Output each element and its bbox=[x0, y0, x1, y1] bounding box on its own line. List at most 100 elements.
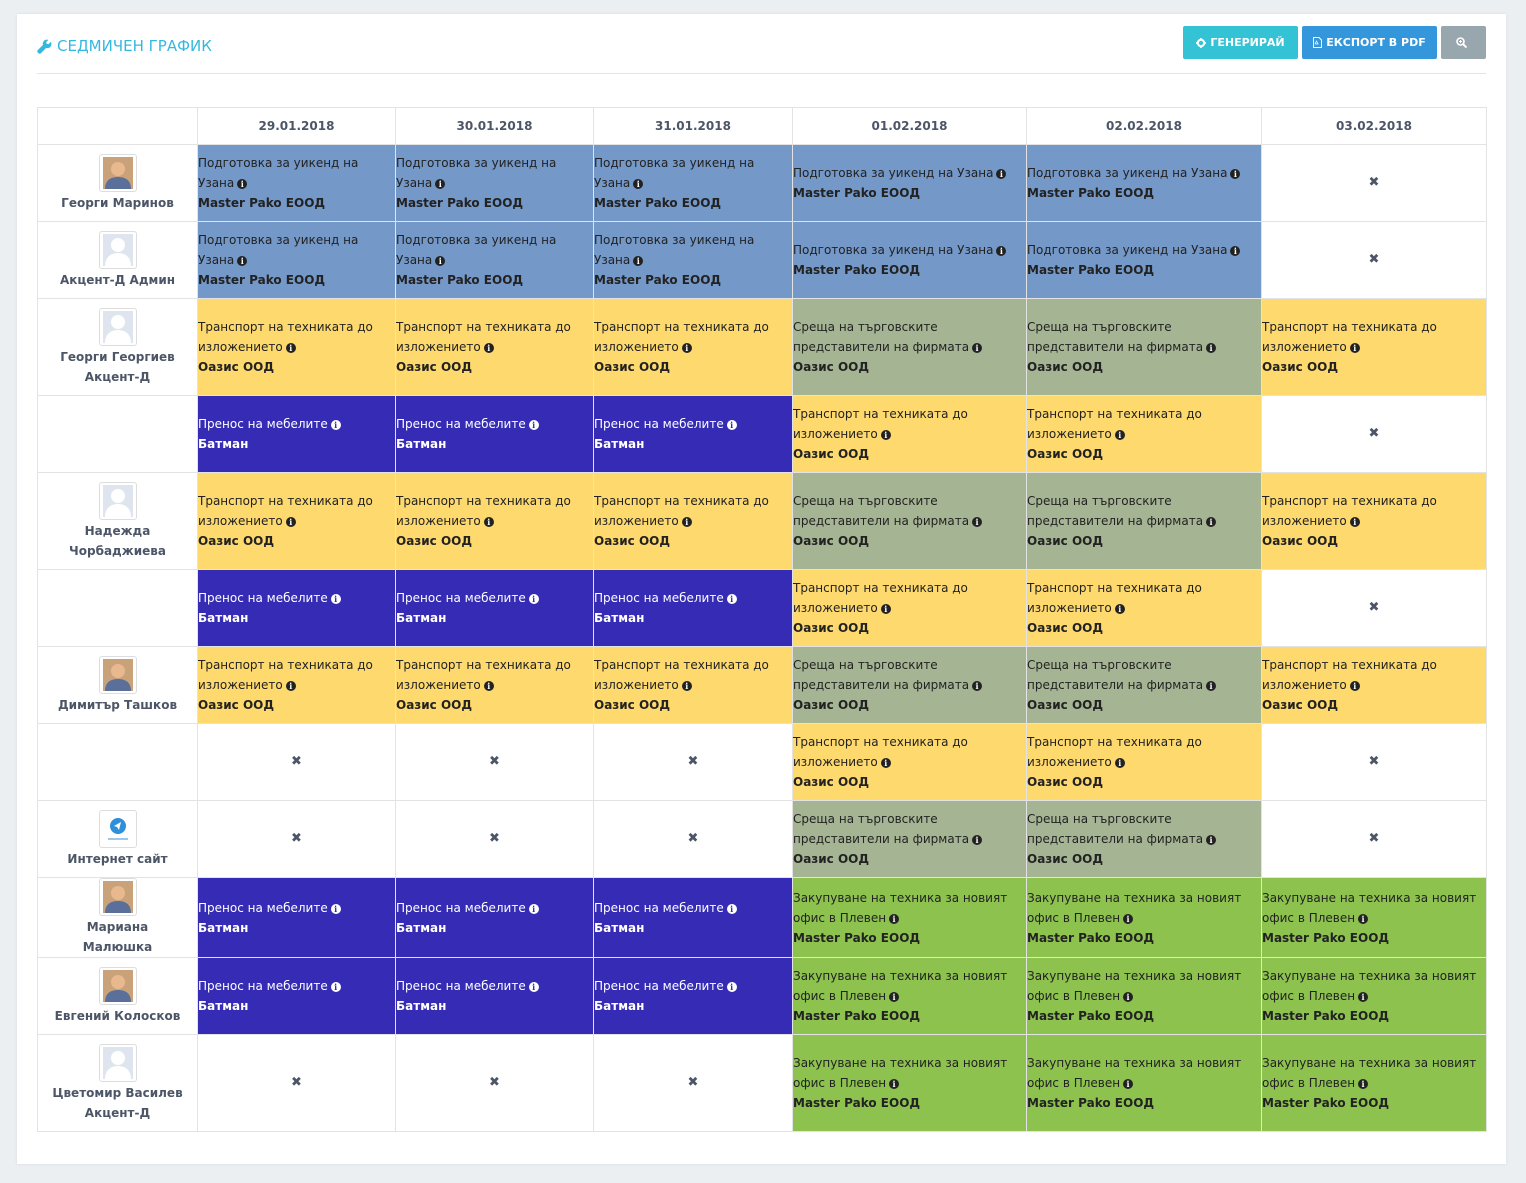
task-cell[interactable]: Пренос на мебелите i Батман bbox=[395, 957, 594, 1035]
task-cell[interactable]: Пренос на мебелите i Батман bbox=[593, 877, 793, 958]
task-cell[interactable]: Закупуване на техника за новият офис в П… bbox=[792, 877, 1027, 958]
task-cell[interactable]: Транспорт на техниката до изложението i Оа… bbox=[1261, 472, 1487, 570]
info-icon[interactable]: i bbox=[889, 992, 900, 1002]
info-icon[interactable]: i bbox=[528, 420, 539, 430]
info-icon[interactable]: i bbox=[237, 179, 248, 189]
info-icon[interactable]: i bbox=[889, 1079, 900, 1089]
task-cell[interactable]: Подготовка за уикенд на Узана i Master Pak… bbox=[593, 144, 793, 222]
info-icon[interactable]: i bbox=[285, 681, 296, 691]
info-icon[interactable]: i bbox=[681, 681, 692, 691]
info-icon[interactable]: i bbox=[880, 604, 891, 614]
task-cell[interactable]: Транспорт на техниката до изложението i Оа… bbox=[593, 646, 793, 724]
info-icon[interactable]: i bbox=[972, 681, 983, 691]
info-icon[interactable]: i bbox=[1206, 835, 1217, 845]
task-cell[interactable]: Закупуване на техника за новият офис в П… bbox=[1261, 957, 1487, 1035]
task-cell[interactable]: Пренос на мебелите i Батман bbox=[395, 877, 594, 958]
info-icon[interactable]: i bbox=[1114, 758, 1125, 768]
task-cell[interactable]: Среща на търговските представители на фи… bbox=[792, 472, 1027, 570]
info-icon[interactable]: i bbox=[681, 343, 692, 353]
info-icon[interactable]: i bbox=[1206, 517, 1217, 527]
task-cell[interactable]: Подготовка за уикенд на Узана i Master Pak… bbox=[593, 221, 793, 299]
task-cell[interactable]: Подготовка за уикенд на Узана i Master Pak… bbox=[395, 221, 594, 299]
task-cell[interactable]: Транспорт на техниката до изложението i Оа… bbox=[593, 472, 793, 570]
info-icon[interactable]: i bbox=[1114, 604, 1125, 614]
task-cell[interactable]: Закупуване на техника за новият офис в П… bbox=[1026, 877, 1262, 958]
task-cell[interactable]: Транспорт на техниката до изложението i Оа… bbox=[792, 723, 1027, 801]
task-cell[interactable]: Транспорт на техниката до изложението i Оа… bbox=[197, 472, 396, 570]
task-cell[interactable]: Закупуване на техника за новият офис в П… bbox=[1026, 1034, 1262, 1132]
task-cell[interactable]: Подготовка за уикенд на Узана i Master Pak… bbox=[197, 221, 396, 299]
task-cell[interactable]: Пренос на мебелите i Батман bbox=[197, 395, 396, 473]
task-cell[interactable]: Среща на търговските представители на фи… bbox=[792, 646, 1027, 724]
info-icon[interactable]: i bbox=[1349, 517, 1360, 527]
task-cell[interactable]: Закупуване на техника за новият офис в П… bbox=[1261, 1034, 1487, 1132]
info-icon[interactable]: i bbox=[1206, 343, 1217, 353]
task-cell[interactable]: Среща на търговските представители на фи… bbox=[792, 298, 1027, 396]
info-icon[interactable]: i bbox=[633, 256, 644, 266]
info-icon[interactable]: i bbox=[528, 982, 539, 992]
task-cell[interactable]: Транспорт на техниката до изложението i Оа… bbox=[1026, 395, 1262, 473]
task-cell[interactable]: Транспорт на техниката до изложението i Оа… bbox=[197, 298, 396, 396]
info-icon[interactable]: i bbox=[1358, 992, 1369, 1002]
task-cell[interactable]: Среща на търговските представители на фи… bbox=[792, 800, 1027, 878]
info-icon[interactable]: i bbox=[972, 343, 983, 353]
info-icon[interactable]: i bbox=[435, 256, 446, 266]
info-icon[interactable]: i bbox=[726, 420, 737, 430]
info-icon[interactable]: i bbox=[483, 517, 494, 527]
info-icon[interactable]: i bbox=[726, 903, 737, 914]
info-icon[interactable]: i bbox=[330, 420, 341, 430]
task-cell[interactable]: Подготовка за уикенд на Узана i Master Pak… bbox=[792, 144, 1027, 222]
info-icon[interactable]: i bbox=[1123, 913, 1134, 924]
task-cell[interactable]: Закупуване на техника за новият офис в П… bbox=[792, 957, 1027, 1035]
info-icon[interactable]: i bbox=[889, 913, 900, 924]
task-cell[interactable]: Пренос на мебелите i Батман bbox=[395, 569, 594, 647]
info-icon[interactable]: i bbox=[726, 982, 737, 992]
info-icon[interactable]: i bbox=[483, 343, 494, 353]
task-cell[interactable]: Пренос на мебелите i Батман bbox=[395, 395, 594, 473]
task-cell[interactable]: Пренос на мебелите i Батман bbox=[197, 877, 396, 958]
task-cell[interactable]: Среща на търговските представители на фи… bbox=[1026, 298, 1262, 396]
export-pdf-button[interactable]: Експорт в PDF bbox=[1302, 26, 1437, 59]
info-icon[interactable]: i bbox=[528, 594, 539, 604]
info-icon[interactable]: i bbox=[1349, 343, 1360, 353]
info-icon[interactable]: i bbox=[1349, 681, 1360, 691]
info-icon[interactable]: i bbox=[1230, 246, 1241, 256]
info-icon[interactable]: i bbox=[633, 179, 644, 189]
info-icon[interactable]: i bbox=[1123, 992, 1134, 1002]
info-icon[interactable]: i bbox=[237, 256, 248, 266]
task-cell[interactable]: Подготовка за уикенд на Узана i Master Pak… bbox=[792, 221, 1027, 299]
info-icon[interactable]: i bbox=[1123, 1079, 1134, 1089]
info-icon[interactable]: i bbox=[528, 903, 539, 914]
info-icon[interactable]: i bbox=[681, 517, 692, 527]
task-cell[interactable]: Пренос на мебелите i Батман bbox=[593, 395, 793, 473]
task-cell[interactable]: Транспорт на техниката до изложението i Оа… bbox=[395, 646, 594, 724]
generate-button[interactable]: Генерирай bbox=[1183, 26, 1298, 59]
task-cell[interactable]: Транспорт на техниката до изложението i Оа… bbox=[1026, 569, 1262, 647]
task-cell[interactable]: Среща на търговските представители на фи… bbox=[1026, 646, 1262, 724]
task-cell[interactable]: Транспорт на техниката до изложението i Оа… bbox=[792, 569, 1027, 647]
task-cell[interactable]: Пренос на мебелите i Батман bbox=[593, 957, 793, 1035]
task-cell[interactable]: Транспорт на техниката до изложението i Оа… bbox=[1261, 646, 1487, 724]
info-icon[interactable]: i bbox=[1206, 681, 1217, 691]
task-cell[interactable]: Закупуване на техника за новият офис в П… bbox=[1261, 877, 1487, 958]
info-icon[interactable]: i bbox=[1230, 169, 1241, 179]
info-icon[interactable]: i bbox=[972, 517, 983, 527]
task-cell[interactable]: Транспорт на техниката до изложението i Оа… bbox=[593, 298, 793, 396]
info-icon[interactable]: i bbox=[285, 343, 296, 353]
task-cell[interactable]: Среща на търговските представители на фи… bbox=[1026, 800, 1262, 878]
info-icon[interactable]: i bbox=[483, 681, 494, 691]
info-icon[interactable]: i bbox=[996, 246, 1007, 256]
info-icon[interactable]: i bbox=[1358, 913, 1369, 924]
task-cell[interactable]: Транспорт на техниката до изложението i Оа… bbox=[1261, 298, 1487, 396]
task-cell[interactable]: Подготовка за уикенд на Узана i Master Pak… bbox=[1026, 221, 1262, 299]
info-icon[interactable]: i bbox=[330, 594, 341, 604]
info-icon[interactable]: i bbox=[285, 517, 296, 527]
info-icon[interactable]: i bbox=[1114, 430, 1125, 440]
task-cell[interactable]: Транспорт на техниката до изложението i Оа… bbox=[1026, 723, 1262, 801]
task-cell[interactable]: Подготовка за уикенд на Узана i Master Pak… bbox=[197, 144, 396, 222]
info-icon[interactable]: i bbox=[330, 982, 341, 992]
info-icon[interactable]: i bbox=[972, 835, 983, 845]
task-cell[interactable]: Пренос на мебелите i Батман bbox=[197, 569, 396, 647]
task-cell[interactable]: Пренос на мебелите i Батман bbox=[197, 957, 396, 1035]
task-cell[interactable]: Транспорт на техниката до изложението i Оа… bbox=[197, 646, 396, 724]
